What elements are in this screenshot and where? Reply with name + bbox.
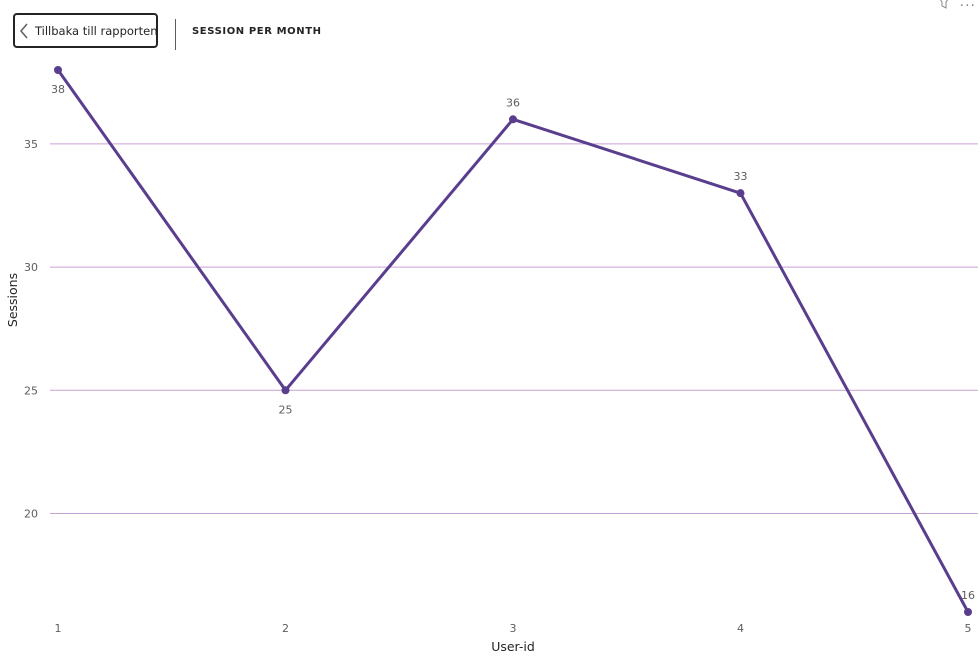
- data-point: [736, 189, 745, 198]
- y-tick-label: 25: [24, 384, 38, 397]
- x-tick-label: 3: [510, 622, 517, 635]
- x-axis-ticks: 1 2 3 4 5: [55, 622, 972, 635]
- data-label: 36: [506, 96, 520, 109]
- x-tick-label: 4: [737, 622, 744, 635]
- series-layer: [54, 66, 972, 616]
- visual-title: SESSION PER MONTH: [192, 26, 322, 37]
- data-point: [964, 608, 972, 616]
- data-point: [54, 66, 62, 74]
- y-tick-label: 30: [24, 261, 38, 274]
- data-label: 25: [279, 403, 293, 416]
- data-point: [281, 386, 290, 395]
- x-axis-title: User-id: [491, 639, 535, 654]
- y-tick-label: 35: [24, 138, 38, 151]
- gridlines: [50, 143, 978, 514]
- back-to-report-button[interactable]: Tillbaka till rapporten: [13, 13, 158, 48]
- y-axis-title: Sessions: [5, 273, 20, 327]
- x-tick-label: 5: [965, 622, 972, 635]
- more-options-icon[interactable]: ...: [959, 0, 976, 10]
- chevron-left-icon: [18, 21, 30, 41]
- header-divider: [175, 19, 176, 50]
- back-button-label: Tillbaka till rapporten: [35, 23, 158, 38]
- series-line: [56, 69, 970, 613]
- filter-icon[interactable]: [936, 0, 952, 10]
- data-label: 38: [51, 83, 65, 96]
- y-axis-ticks: 20 25 30 35: [24, 138, 38, 521]
- x-tick-label: 2: [282, 622, 289, 635]
- visual-header-icons: ...: [936, 0, 976, 10]
- data-label: 16: [961, 589, 975, 602]
- data-point: [509, 115, 517, 124]
- y-tick-label: 20: [24, 507, 38, 520]
- x-tick-label: 1: [55, 622, 62, 635]
- data-label: 33: [734, 170, 748, 183]
- data-labels: 38 25 36 33 16: [51, 83, 975, 602]
